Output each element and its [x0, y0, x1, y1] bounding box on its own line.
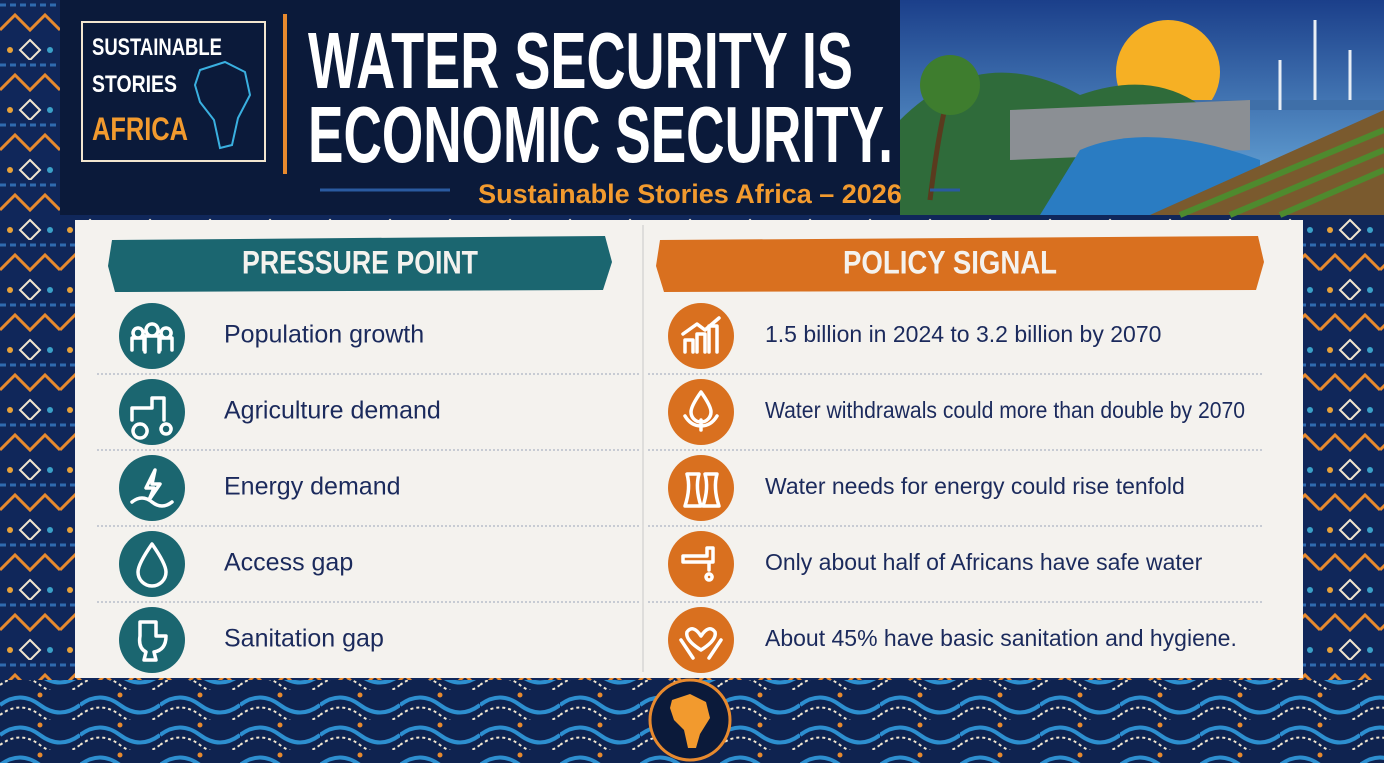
policy-signal: 1.5 billion in 2024 to 3.2 billion by 20… [765, 321, 1161, 347]
row-icon [119, 379, 185, 445]
column-header-bar [656, 236, 1264, 292]
row-icon [119, 531, 185, 597]
pressure-point: Sanitation gap [224, 625, 384, 653]
logo-line: STORIES [92, 71, 177, 98]
policy-signal: Water needs for energy could rise tenfol… [765, 473, 1185, 499]
row-icon-glyph [136, 542, 168, 588]
title-line: WATER SECURITY IS [308, 16, 853, 105]
policy-signal: Water withdrawals could more than double… [765, 397, 1245, 423]
pressure-point: Population growth [224, 321, 424, 349]
pressure-point: Energy demand [224, 473, 401, 501]
pressure-point: Agriculture demand [224, 397, 441, 425]
logo-line: SUSTAINABLE [92, 34, 222, 61]
policy-signal: Only about half of Africans have safe wa… [765, 549, 1203, 575]
title-line: ECONOMIC SECURITY. [308, 90, 893, 179]
column-header: POLICY SIGNAL [843, 244, 1057, 280]
policy-signal: About 45% have basic sanitation and hygi… [765, 625, 1237, 651]
header-band [60, 0, 910, 215]
row-icon-glyph [683, 472, 721, 508]
pressure-point: Access gap [224, 549, 353, 577]
logo: SUSTAINABLE STORIES AFRICA [81, 21, 266, 162]
column-header: PRESSURE POINT [242, 244, 478, 280]
row-icon-glyph [681, 546, 715, 582]
row-icon [668, 607, 734, 673]
logo-line: AFRICA [92, 111, 188, 147]
row-icon-glyph [130, 396, 173, 440]
row-icon-glyph [679, 627, 723, 660]
divider [283, 14, 287, 174]
row-icon-glyph [137, 620, 168, 662]
row-icon-glyph [683, 390, 719, 432]
table-rows: Population growth 1.5 billion in 2024 to … [97, 303, 1262, 673]
row-icon [668, 455, 734, 521]
row-icon [668, 303, 734, 369]
row-icon-glyph [681, 316, 721, 354]
footer-emblem [648, 678, 732, 762]
row-icon-glyph [130, 322, 174, 354]
column-header-bar [108, 236, 612, 292]
subtitle: Sustainable Stories Africa – 2026 [478, 179, 902, 209]
row-icon-glyph [130, 468, 174, 508]
landscape [900, 0, 1384, 218]
row-icon [119, 607, 185, 673]
row-icon [668, 379, 734, 445]
row-icon [668, 531, 734, 597]
